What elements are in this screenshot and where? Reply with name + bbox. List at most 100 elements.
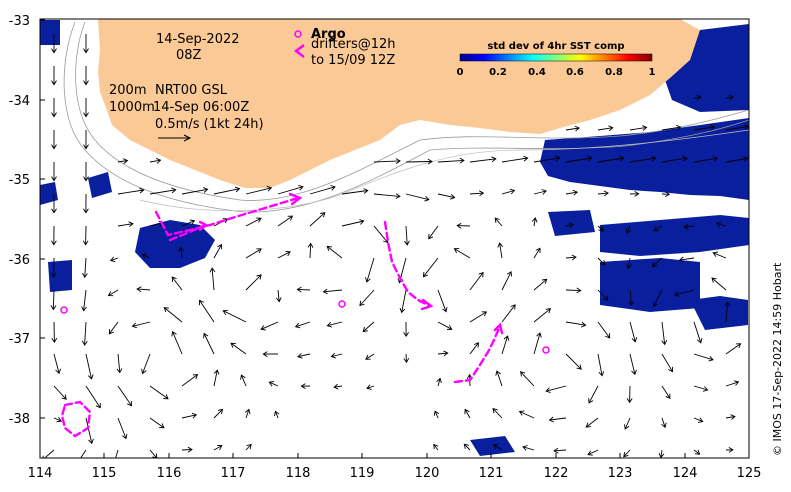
current-arrow: [492, 408, 503, 419]
current-arrow-head: [359, 219, 365, 225]
current-arrow: [597, 289, 609, 301]
current-arrow: [277, 186, 304, 195]
drifter-head-4: [493, 322, 504, 335]
current-arrow-head: [446, 324, 453, 331]
current-arrow: [660, 449, 663, 458]
current-arrow-head: [652, 301, 658, 307]
current-arrow: [117, 160, 128, 163]
current-arrow-head: [497, 242, 504, 248]
current-arrow: [565, 321, 586, 326]
current-arrow-head: [436, 377, 442, 384]
current-arrow: [309, 243, 312, 259]
current-arrow: [693, 126, 715, 131]
x-tick-115: 115: [92, 466, 117, 481]
current-arrow-head: [128, 221, 134, 228]
current-arrow-head: [674, 291, 680, 297]
current-arrow-head: [50, 305, 57, 311]
current-arrow: [627, 257, 631, 269]
current-arrow: [149, 385, 169, 400]
current-arrow-head: [403, 331, 409, 338]
drifter-head-1: [288, 192, 303, 206]
current-arrow: [297, 288, 311, 291]
current-arrow-head: [171, 330, 177, 337]
current-arrow-head: [443, 350, 449, 357]
current-arrow: [53, 353, 60, 374]
current-arrow: [501, 271, 512, 291]
current-arrow-head: [55, 368, 61, 375]
current-arrow: [623, 449, 631, 457]
current-arrow: [53, 385, 67, 400]
current-arrow: [181, 414, 197, 419]
x-tick-117: 117: [221, 466, 246, 481]
current-arrow-head: [481, 311, 488, 317]
current-arrow-head: [189, 219, 196, 225]
current-arrow-head: [523, 155, 529, 162]
current-arrow-head: [171, 276, 177, 282]
current-arrow: [725, 302, 729, 323]
current-arrow: [213, 370, 218, 387]
current-arrow: [519, 411, 535, 419]
current-arrow-head: [478, 271, 484, 278]
current-arrow-head: [581, 321, 587, 328]
current-arrow: [117, 353, 121, 373]
scale-label: 0.5m/s (1kt 24h): [155, 117, 264, 132]
current-arrow: [373, 193, 400, 197]
current-arrow: [405, 193, 430, 201]
current-arrow-head: [696, 338, 703, 344]
current-arrow-head: [545, 308, 552, 314]
current-arrow-head: [366, 384, 372, 390]
current-arrow: [565, 127, 580, 131]
current-arrow-head: [127, 400, 132, 407]
current-arrow: [469, 272, 484, 291]
current-arrow-head: [330, 352, 336, 359]
current-arrow-head: [298, 184, 304, 191]
current-arrow: [52, 289, 55, 310]
current-arrow-head: [83, 112, 89, 118]
current-arrow: [501, 157, 528, 163]
current-arrow-head: [568, 222, 575, 228]
current-arrow: [149, 417, 165, 429]
sst-patch-southeast-low: [690, 296, 748, 330]
current-arrow: [679, 257, 695, 261]
x-tick-121: 121: [479, 466, 504, 481]
current-arrow-head: [665, 393, 671, 400]
current-arrow: [437, 193, 455, 199]
current-arrow: [501, 304, 516, 323]
current-arrow-head: [463, 443, 470, 449]
sst-patch-west-edge: [40, 182, 58, 205]
current-arrow: [149, 189, 176, 195]
current-arrow-head: [83, 48, 89, 54]
current-arrow: [142, 353, 151, 374]
drifter-head-3: [420, 298, 434, 311]
current-arrow: [149, 159, 161, 163]
current-arrow-head: [728, 94, 735, 101]
y-tick-38: -38: [9, 412, 30, 427]
current-arrow: [172, 331, 183, 355]
current-arrow: [533, 278, 547, 291]
current-arrow-head: [121, 433, 128, 440]
map-date: 14-Sep-2022: [156, 32, 240, 47]
depth-200-label: 200m: [109, 83, 146, 98]
current-arrow: [309, 186, 336, 195]
sst-patch-west-small: [88, 172, 112, 198]
drifter-heads: [198, 192, 504, 335]
current-arrow: [117, 417, 127, 439]
sst-patch-south-center: [470, 436, 515, 456]
current-arrow: [362, 321, 375, 332]
current-arrow-head: [728, 447, 734, 453]
x-tick-114: 114: [28, 466, 53, 481]
current-arrow-head: [122, 158, 129, 164]
current-arrow-head: [702, 386, 709, 392]
current-arrow-head: [634, 191, 640, 197]
current-arrow-head: [651, 261, 658, 268]
colorbar-tick-0: 0: [457, 67, 464, 78]
current-arrow: [725, 381, 739, 387]
current-arrow: [401, 289, 407, 313]
current-arrow-head: [155, 157, 162, 164]
current-arrow: [493, 444, 503, 451]
current-arrow-head: [209, 267, 216, 273]
current-arrow: [522, 446, 535, 451]
current-arrow-head: [246, 443, 252, 450]
product-time: 14-Sep 06:00Z: [153, 100, 249, 115]
current-arrow-head: [642, 125, 648, 131]
